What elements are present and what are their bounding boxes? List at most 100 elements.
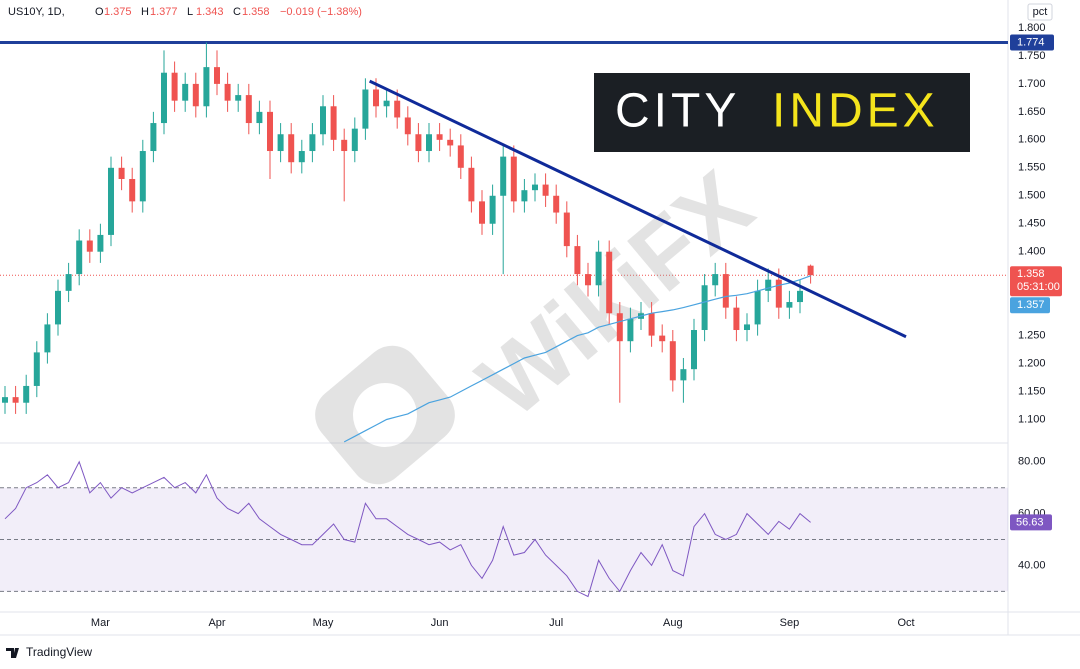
candle-body bbox=[161, 72, 167, 124]
candle-body bbox=[595, 251, 602, 286]
candle-body bbox=[298, 151, 305, 163]
candle-body bbox=[585, 274, 591, 286]
rsi-tick-label: 40.00 bbox=[1018, 559, 1046, 571]
candle-body bbox=[182, 83, 189, 101]
candle-body bbox=[563, 212, 570, 247]
moving-average bbox=[343, 275, 811, 443]
candle-body bbox=[489, 195, 496, 224]
candle-body bbox=[373, 89, 379, 107]
ohlc-value: 1.358 bbox=[242, 6, 270, 18]
candle-body bbox=[33, 352, 40, 386]
x-tick-label: May bbox=[313, 617, 334, 629]
x-tick-label: Sep bbox=[780, 617, 800, 629]
last-price-label: 1.358 bbox=[1017, 268, 1045, 280]
candle-body bbox=[192, 83, 199, 107]
candle-body bbox=[118, 167, 125, 179]
candle-body bbox=[277, 134, 284, 152]
candle-body bbox=[436, 134, 443, 140]
candle-body bbox=[150, 123, 157, 152]
y-tick-label: 1.150 bbox=[1018, 385, 1046, 397]
candle-body bbox=[256, 111, 263, 124]
candle-body bbox=[510, 156, 517, 202]
candle-body bbox=[616, 313, 623, 342]
candle-body bbox=[627, 318, 634, 342]
candle-body bbox=[691, 330, 697, 370]
x-tick-label: Mar bbox=[91, 617, 110, 629]
x-tick-label: Aug bbox=[663, 617, 683, 629]
horizontal-line-label: 1.774 bbox=[1017, 36, 1045, 48]
candle-body bbox=[521, 190, 528, 202]
rsi-value-box bbox=[1010, 514, 1052, 531]
candle-body bbox=[171, 72, 178, 101]
candle-body bbox=[574, 246, 581, 275]
x-tick-label: Oct bbox=[897, 617, 914, 629]
candle-body bbox=[765, 279, 772, 291]
candle-body bbox=[351, 128, 358, 152]
candle-body bbox=[214, 67, 220, 84]
logo-box bbox=[594, 73, 970, 152]
y-tick-label: 1.600 bbox=[1018, 134, 1046, 146]
trendline bbox=[368, 79, 907, 339]
x-tick-label: Jul bbox=[549, 617, 563, 629]
candle-body bbox=[139, 151, 146, 202]
y-tick-label: 1.650 bbox=[1018, 106, 1046, 118]
candle-body bbox=[55, 290, 61, 325]
candle-body bbox=[447, 139, 454, 146]
y-tick-label: 1.250 bbox=[1018, 330, 1046, 342]
candle-body bbox=[65, 274, 72, 291]
watermark-icon bbox=[315, 345, 455, 485]
candle-body bbox=[12, 397, 19, 403]
rsi-tick-label: 80.00 bbox=[1018, 456, 1046, 468]
candle-body bbox=[712, 274, 719, 286]
ohlc-header: O 1.375 H 1.377 L 1.343 C 1.358 bbox=[95, 6, 270, 18]
logo-index: INDEX bbox=[772, 85, 939, 138]
candle-body bbox=[341, 139, 348, 152]
candle-body bbox=[86, 240, 93, 252]
x-tick-label: Apr bbox=[208, 617, 225, 629]
candle-body bbox=[362, 89, 369, 129]
candle-body bbox=[701, 285, 708, 331]
last-price-box bbox=[1010, 266, 1062, 297]
logo-city: CITY bbox=[615, 85, 740, 138]
candle-body bbox=[775, 279, 782, 308]
rsi-value-label: 56.63 bbox=[1016, 516, 1044, 528]
candle-body bbox=[320, 106, 326, 135]
candle-body bbox=[754, 290, 761, 325]
unit-box bbox=[1027, 3, 1053, 21]
candle-body bbox=[733, 307, 740, 331]
rsi-line bbox=[4, 460, 811, 598]
candle-body bbox=[468, 167, 475, 202]
candle-body bbox=[722, 274, 729, 308]
candle-body bbox=[680, 369, 687, 381]
candle-body bbox=[669, 341, 676, 381]
candle-body bbox=[457, 145, 464, 168]
unit: pct bbox=[1033, 6, 1048, 18]
countdown: 05:31:00 bbox=[1017, 281, 1060, 293]
ohlc-letter: L bbox=[187, 6, 193, 18]
ohlc-letter: C bbox=[233, 6, 241, 18]
candle-body bbox=[606, 251, 613, 314]
symbol: US10Y, 1D, bbox=[8, 6, 65, 18]
y-tick-label: 1.400 bbox=[1018, 246, 1046, 258]
candle-body bbox=[2, 397, 8, 403]
y-tick-label: 1.550 bbox=[1018, 162, 1046, 174]
candle-body bbox=[394, 100, 401, 118]
candle-body bbox=[415, 134, 422, 152]
y-tick-label: 1.100 bbox=[1018, 413, 1046, 425]
candle-body bbox=[23, 385, 30, 403]
candle-body bbox=[235, 95, 242, 101]
candle-body bbox=[108, 167, 114, 235]
candle-body bbox=[404, 117, 411, 135]
x-tick-label: Jun bbox=[431, 617, 449, 629]
candle-body bbox=[383, 100, 390, 107]
candle-body bbox=[500, 156, 507, 196]
ma-box bbox=[1010, 297, 1050, 314]
candle-body bbox=[267, 111, 273, 152]
candle-body bbox=[553, 195, 560, 213]
y-tick-label: 1.750 bbox=[1018, 50, 1046, 62]
candle-body bbox=[807, 265, 814, 276]
horizontal-line-box bbox=[1010, 34, 1054, 51]
candle-body bbox=[786, 302, 793, 308]
ohlc-value: 1.343 bbox=[196, 6, 224, 18]
